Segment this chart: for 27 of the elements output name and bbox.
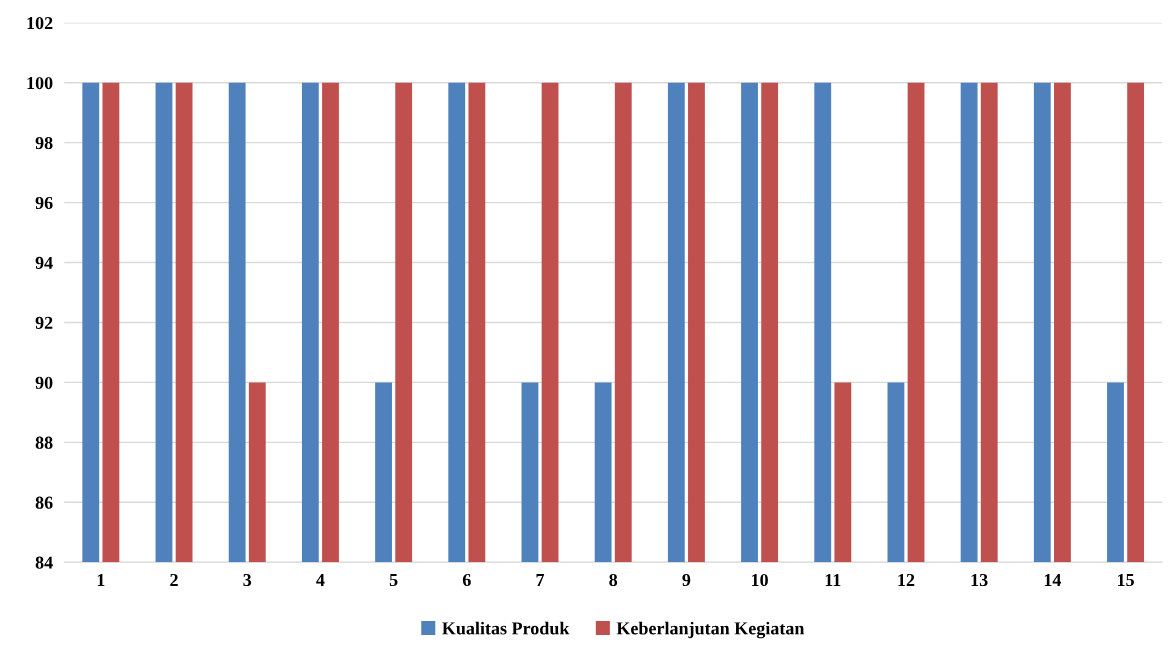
x-tick-label: 9 bbox=[682, 573, 691, 587]
x-tick-label: 5 bbox=[389, 574, 398, 587]
x-tick-label: 3 bbox=[243, 573, 252, 587]
y-tick-label: 98 bbox=[35, 136, 53, 150]
x-tick-label: 1 bbox=[97, 573, 105, 586]
legend-label: Keberlanjutan Kegiatan bbox=[616, 621, 805, 639]
x-tick-label: 12 bbox=[898, 573, 915, 586]
y-tick-label: 102 bbox=[27, 17, 53, 30]
x-tick-label: 15 bbox=[1117, 573, 1134, 587]
y-tick-label: 94 bbox=[35, 256, 53, 269]
x-tick-label: 10 bbox=[752, 573, 768, 587]
y-tick-label: 90 bbox=[35, 376, 53, 389]
x-tick-label: 14 bbox=[1044, 573, 1062, 586]
y-tick-label: 84 bbox=[35, 556, 53, 569]
y-tick-label: 92 bbox=[35, 316, 53, 329]
y-tick-label: 88 bbox=[35, 436, 53, 449]
x-tick-label: 7 bbox=[536, 574, 545, 586]
x-tick-label: 6 bbox=[462, 573, 471, 587]
legend-label: Kualitas Produk bbox=[442, 621, 570, 635]
x-tick-label: 8 bbox=[609, 573, 618, 587]
x-tick-label: 11 bbox=[825, 573, 841, 586]
x-tick-label: 2 bbox=[170, 573, 178, 586]
y-tick-label: 96 bbox=[35, 196, 53, 210]
y-tick-label: 100 bbox=[27, 76, 53, 90]
x-tick-label: 4 bbox=[316, 574, 325, 586]
y-tick-label: 86 bbox=[35, 496, 53, 509]
x-tick-label: 13 bbox=[971, 573, 988, 587]
